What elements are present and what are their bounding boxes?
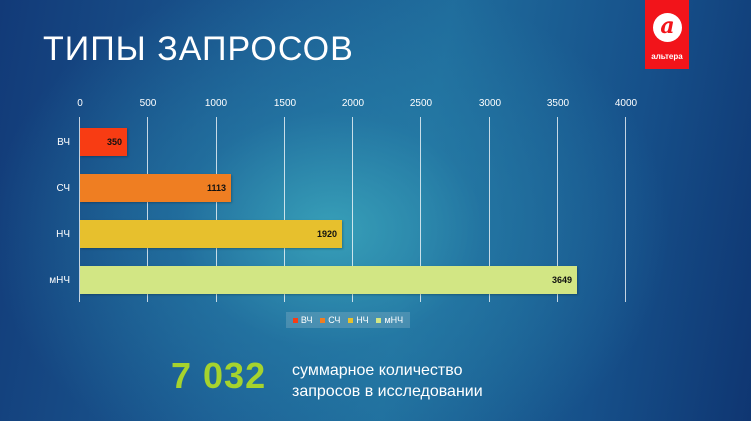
gridline xyxy=(625,117,626,302)
x-tick: 2000 xyxy=(341,98,365,109)
bar-nch: 1920 xyxy=(80,220,342,248)
altera-logo: a альтера xyxy=(645,0,689,69)
bar-value-label: 3649 xyxy=(551,275,572,285)
chart-legend: ВЧ СЧ НЧ мНЧ xyxy=(286,312,410,328)
legend-swatch xyxy=(320,317,326,323)
legend-item: НЧ xyxy=(348,315,369,325)
category-label: ВЧ xyxy=(57,137,70,148)
legend-item: ВЧ xyxy=(292,315,312,325)
gridline xyxy=(420,117,421,302)
gridline xyxy=(216,117,217,302)
slide-title: ТИПЫ ЗАПРОСОВ xyxy=(43,30,354,68)
category-label: СЧ xyxy=(56,183,70,194)
x-tick: 0 xyxy=(77,98,83,109)
bar-sch: 1113 xyxy=(80,174,231,202)
total-count: 7 032 xyxy=(171,355,267,396)
bar-value-label: 1920 xyxy=(316,229,337,239)
bar-mnch: 3649 xyxy=(80,266,577,294)
legend-swatch xyxy=(292,317,298,323)
bar-value-label: 1113 xyxy=(206,183,226,193)
legend-item: мНЧ xyxy=(376,315,403,325)
bar-vch: 350 xyxy=(80,128,127,156)
legend-swatch xyxy=(376,317,382,323)
category-label: НЧ xyxy=(56,229,70,240)
legend-item: СЧ xyxy=(320,315,340,325)
gridline xyxy=(489,117,490,302)
gridline xyxy=(352,117,353,302)
category-label: мНЧ xyxy=(49,275,70,286)
bar-value-label: 350 xyxy=(106,137,122,147)
total-caption: суммарное количество запросов в исследов… xyxy=(292,362,483,400)
gridline xyxy=(147,117,148,302)
x-tick: 4000 xyxy=(614,98,638,109)
legend-swatch xyxy=(348,317,354,323)
gridline xyxy=(79,117,80,302)
logo-brand-text: альтера xyxy=(651,52,683,61)
x-tick: 3500 xyxy=(546,98,570,109)
x-tick: 1000 xyxy=(204,98,228,109)
gridline xyxy=(557,117,558,302)
x-tick: 1500 xyxy=(273,98,297,109)
x-tick: 3000 xyxy=(478,98,502,109)
x-tick: 2500 xyxy=(409,98,433,109)
x-tick: 500 xyxy=(139,98,157,109)
logo-a-icon: a xyxy=(653,13,682,42)
gridline xyxy=(284,117,285,302)
